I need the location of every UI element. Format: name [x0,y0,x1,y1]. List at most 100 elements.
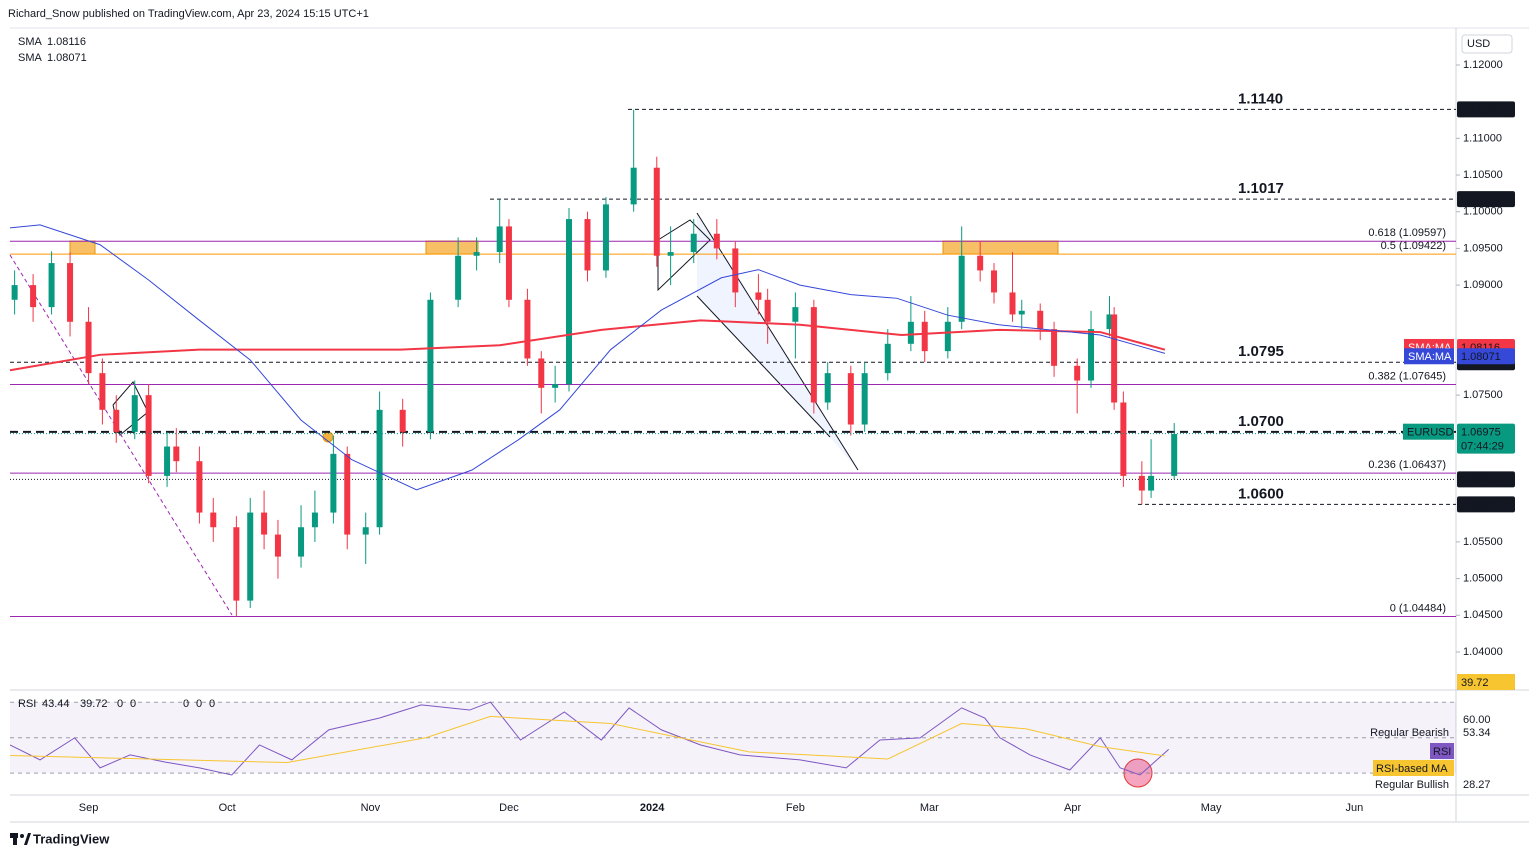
rsi-header-value: 0 [209,698,215,710]
channel-line [696,212,859,471]
candle-body [274,534,281,557]
y-tick-label: 1.11000 [1463,132,1502,144]
currency-box [1461,34,1513,54]
brand: TradingView [33,831,110,846]
candle-body [247,512,254,601]
logo-part [20,834,24,838]
candle-body [847,373,854,425]
candle-body [376,409,383,528]
price-badge [1457,471,1515,488]
candle-body [1037,310,1044,330]
candle-body [164,446,171,476]
candle-body [173,446,180,462]
level-label: 1.0600 [1238,485,1284,502]
candle-body [1120,402,1127,476]
candle-body [427,299,434,432]
candle-body [1138,475,1145,491]
candle-body [764,299,771,322]
logo [10,833,31,845]
rsi-legend-value: 43.44 [42,698,70,710]
x-tick-label: Nov [361,802,381,814]
y-tick-label: 1.10000 [1463,206,1503,218]
y-tick-label: 1.12000 [1463,59,1503,71]
divergence-value: 53.34 [1463,727,1491,739]
candle-body [602,204,609,271]
legend-value: 1.08071 [47,52,87,64]
candle-body [824,373,831,403]
candle-body [113,409,120,432]
candle-body [399,409,406,432]
legend-name: SMA [18,52,43,64]
zone-box [942,240,1059,255]
channel-line [696,295,831,438]
rsi-header-value: 0 [117,698,123,710]
candle-body [1018,310,1025,315]
candle-body [473,252,480,256]
symbol-tag-text: EURUSD [1407,427,1454,439]
x-tick-label: Apr [1064,802,1081,814]
x-tick-label: Jun [1345,802,1363,814]
candle-body [210,512,217,528]
candle-body [131,395,138,432]
candle-body [99,373,106,410]
candle-body [584,219,591,271]
candle-body [196,461,203,513]
candle-body [298,527,305,557]
ma-badge [1457,348,1515,365]
x-tick-label: Dec [499,802,519,814]
fib-label: 0.382 (1.07645) [1368,370,1446,382]
price-badge [1457,496,1515,513]
candle-body [11,285,18,300]
candle-body [667,252,674,256]
candle-body [958,255,965,322]
y-tick-label: 60.00 [1463,714,1491,726]
ma-tag [1404,348,1454,365]
rsi-badge [1457,674,1515,690]
ma-badge-text: 1.08071 [1461,351,1501,363]
candle-body [344,453,351,535]
divergence-label: Regular Bearish [1370,727,1449,739]
price-badge-text: 1.11395 [1461,104,1500,116]
indicator-line [9,715,1166,764]
candle-body [921,321,928,352]
candle-body [991,270,998,293]
candle-body [261,512,268,535]
rsi-badge-text: 39.72 [1461,677,1489,689]
price-badge [1457,191,1515,208]
rsi-header-value: 0 [130,698,136,710]
candle-body [311,512,318,528]
price-badge-text: 1.06012 [1461,499,1501,511]
candle-body [810,307,817,403]
logo-part [24,833,31,845]
zone-box [425,240,479,255]
rsi-header-value: 0 [196,698,202,710]
x-tick-label: May [1201,802,1222,814]
candle-body [1171,434,1178,476]
symbol-tag [1403,423,1454,440]
candle-body [48,263,55,308]
candle-body [565,219,572,385]
rsi-header-value: 0 [183,698,189,710]
candle-body [455,255,462,300]
candle-body [755,292,762,300]
x-tick-label: Oct [219,802,236,814]
level-label: 1.1140 [1238,90,1283,107]
candle-body [884,343,891,374]
x-tick-label: Sep [79,802,99,814]
legend-name: SMA [18,36,43,48]
y-tick-label: 1.04500 [1463,609,1503,621]
candle-body [85,321,92,374]
x-tick-label: Mar [920,802,939,814]
y-tick-label: 1.10500 [1463,169,1503,181]
y-tick-label: 1.05000 [1463,573,1503,585]
candle-body [330,453,337,513]
y-tick-label: 1.07500 [1463,389,1503,401]
zone-box [69,240,96,255]
level-label: 1.0795 [1238,343,1284,360]
candle-body [1074,365,1081,381]
candle-body [653,167,660,256]
candle-body [538,358,545,388]
candle-body [552,384,559,388]
candle-body [362,527,369,535]
y-tick-label: 1.05500 [1463,536,1503,548]
